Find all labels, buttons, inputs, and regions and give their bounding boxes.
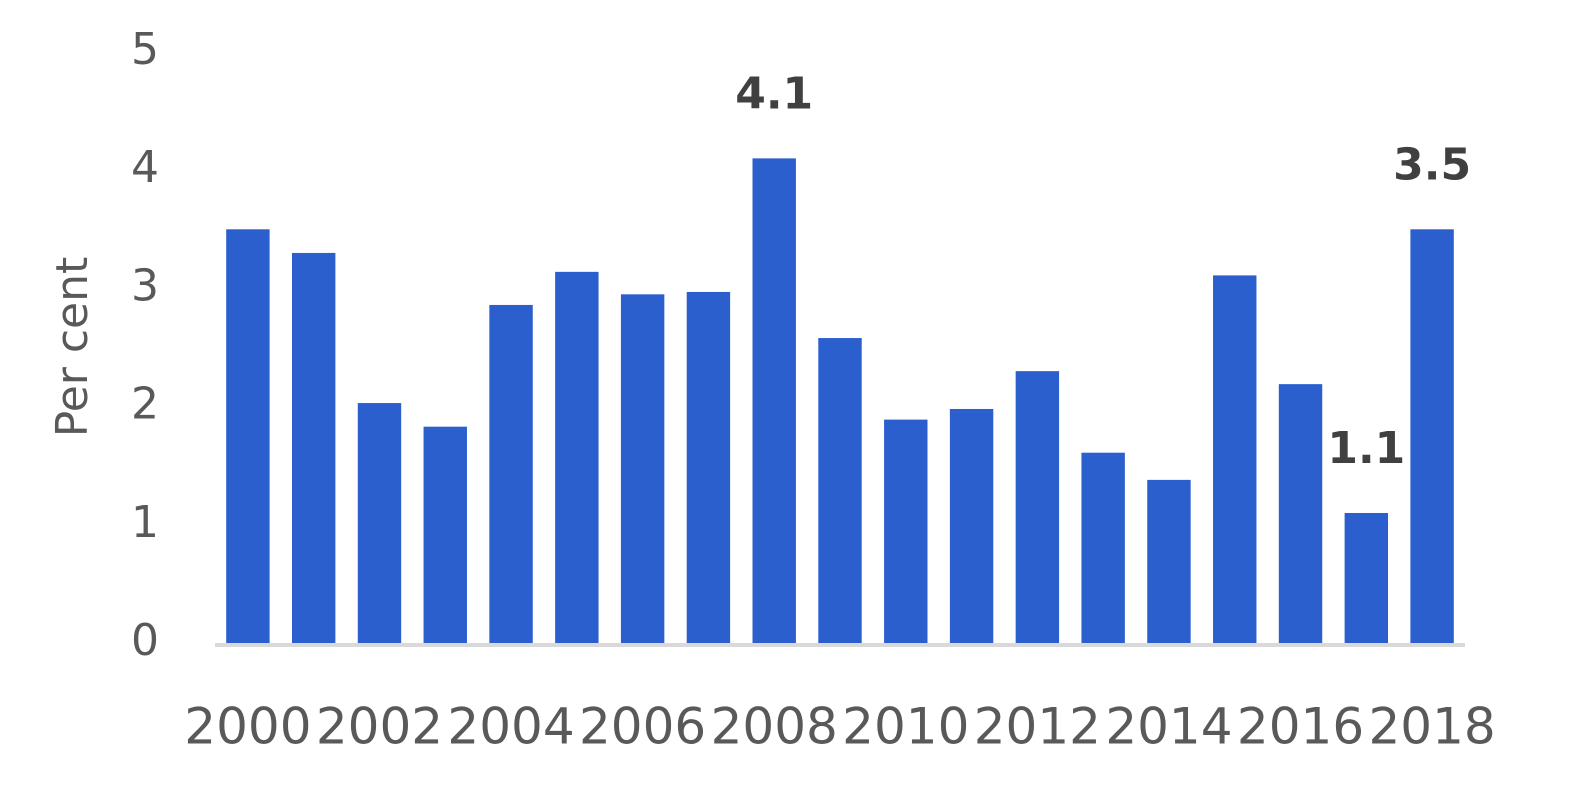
y-tick-label: 1 bbox=[131, 497, 159, 548]
bar bbox=[423, 426, 467, 643]
x-tick-label: 2006 bbox=[579, 698, 706, 756]
y-tick-label: 3 bbox=[131, 260, 159, 311]
x-tick-label: 2016 bbox=[1237, 698, 1364, 756]
bar bbox=[752, 158, 796, 643]
x-tick-label: 2014 bbox=[1105, 698, 1232, 756]
bar bbox=[686, 291, 731, 643]
bar bbox=[949, 408, 994, 643]
bar bbox=[1278, 384, 1323, 643]
x-tick-label: 2018 bbox=[1368, 698, 1495, 756]
data-label: 4.1 bbox=[735, 68, 813, 119]
bar bbox=[818, 338, 862, 643]
bar bbox=[620, 294, 665, 643]
y-tick-label: 5 bbox=[131, 24, 159, 75]
bar bbox=[1344, 512, 1389, 643]
bar bbox=[291, 252, 336, 643]
x-tick-label: 2000 bbox=[184, 698, 311, 756]
x-tick-label: 2010 bbox=[842, 698, 969, 756]
bar bbox=[1410, 229, 1454, 644]
bar bbox=[1147, 479, 1191, 643]
data-label: 3.5 bbox=[1393, 139, 1471, 190]
bar bbox=[884, 419, 928, 643]
bar bbox=[1213, 275, 1257, 643]
bar bbox=[1081, 452, 1125, 643]
data-label: 1.1 bbox=[1327, 423, 1405, 474]
y-axis-title: Per cent bbox=[47, 257, 98, 438]
x-tick-label: 2002 bbox=[316, 698, 443, 756]
bar bbox=[555, 271, 599, 643]
bar bbox=[226, 229, 270, 644]
x-tick-label: 2012 bbox=[974, 698, 1101, 756]
y-tick-label: 2 bbox=[131, 379, 159, 430]
x-tick-label: 2008 bbox=[711, 698, 838, 756]
y-tick-label: 4 bbox=[131, 142, 159, 193]
x-tick-label: 2004 bbox=[447, 698, 574, 756]
y-tick-label: 0 bbox=[131, 615, 159, 666]
bar bbox=[489, 304, 533, 643]
bar bbox=[357, 403, 402, 643]
bar bbox=[1015, 371, 1060, 643]
